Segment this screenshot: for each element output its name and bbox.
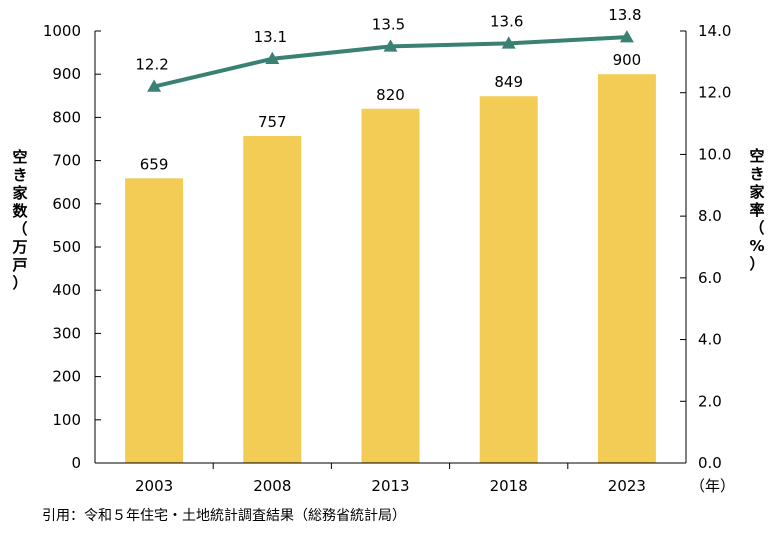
bar-value-label: 849 [494, 73, 523, 91]
rate-value-label: 13.5 [372, 15, 405, 33]
x-tick-label: 2023 [608, 477, 646, 495]
rate-value-label: 13.8 [608, 6, 641, 24]
left-tick-label: 0 [71, 454, 81, 472]
left-tick-label: 1000 [43, 22, 81, 40]
left-tick-label: 600 [52, 195, 81, 213]
rate-marker-2008 [265, 51, 280, 65]
right-tick-label: 14.0 [698, 22, 731, 40]
bar-2008 [243, 135, 302, 463]
bar-2003 [125, 178, 184, 463]
left-axis-title: 空き家数（万戸） [11, 148, 28, 292]
rate-marker-2023 [619, 30, 634, 43]
left-tick-label: 700 [52, 152, 81, 170]
x-tick-label: 2008 [253, 477, 291, 495]
bar-value-label: 820 [376, 86, 405, 104]
bar-2013 [361, 108, 420, 463]
right-tick-label: 4.0 [698, 331, 722, 349]
right-tick-label: 10.0 [698, 145, 731, 163]
bar-value-label: 757 [258, 113, 287, 131]
x-tick-label: 2013 [371, 477, 409, 495]
bar-2018 [479, 96, 538, 464]
left-tick-label: 800 [52, 108, 81, 126]
left-tick-label: 300 [52, 324, 81, 342]
right-tick-label: 2.0 [698, 392, 722, 410]
bar-2023 [597, 74, 656, 463]
source-note: 引用：令和５年住宅・土地統計調査結果（総務省統計局） [42, 508, 406, 524]
bar-group [125, 74, 656, 464]
x-tick-label: 2018 [490, 477, 528, 495]
data-labels: 659 757 820 849 900 12.2 13.1 13.5 13.6 13.8 [135, 6, 641, 173]
rate-value-label: 12.2 [135, 56, 168, 74]
line-series [147, 30, 634, 92]
left-tick-label: 200 [52, 368, 81, 386]
x-tick-label: 2003 [135, 477, 173, 495]
bar-value-label: 659 [140, 155, 169, 173]
rate-marker-2018 [501, 36, 516, 49]
right-tick-label: 0.0 [698, 454, 722, 472]
left-tick-label: 400 [52, 281, 81, 299]
right-tick-label: 8.0 [698, 207, 722, 225]
left-tick-label: 100 [52, 411, 81, 429]
rate-marker-2003 [147, 79, 162, 92]
rate-value-label: 13.6 [490, 12, 523, 30]
x-ticks: 2003 2008 2013 2018 2023 [135, 463, 646, 495]
left-tick-label: 500 [52, 238, 81, 256]
left-ticks: 0 100 200 300 400 500 600 700 800 900 1000 [43, 22, 101, 472]
right-axis-title: 空き家率（%） [749, 147, 764, 273]
bar-value-label: 900 [613, 51, 642, 69]
x-unit-label: （年） [690, 477, 735, 495]
right-ticks: 0.0 2.0 4.0 6.0 8.0 10.0 12.0 14.0 [680, 22, 731, 472]
left-tick-label: 900 [52, 65, 81, 83]
rate-marker-2013 [383, 39, 398, 52]
right-tick-label: 6.0 [698, 269, 722, 287]
right-tick-label: 12.0 [698, 84, 731, 102]
rate-value-label: 13.1 [254, 28, 287, 46]
